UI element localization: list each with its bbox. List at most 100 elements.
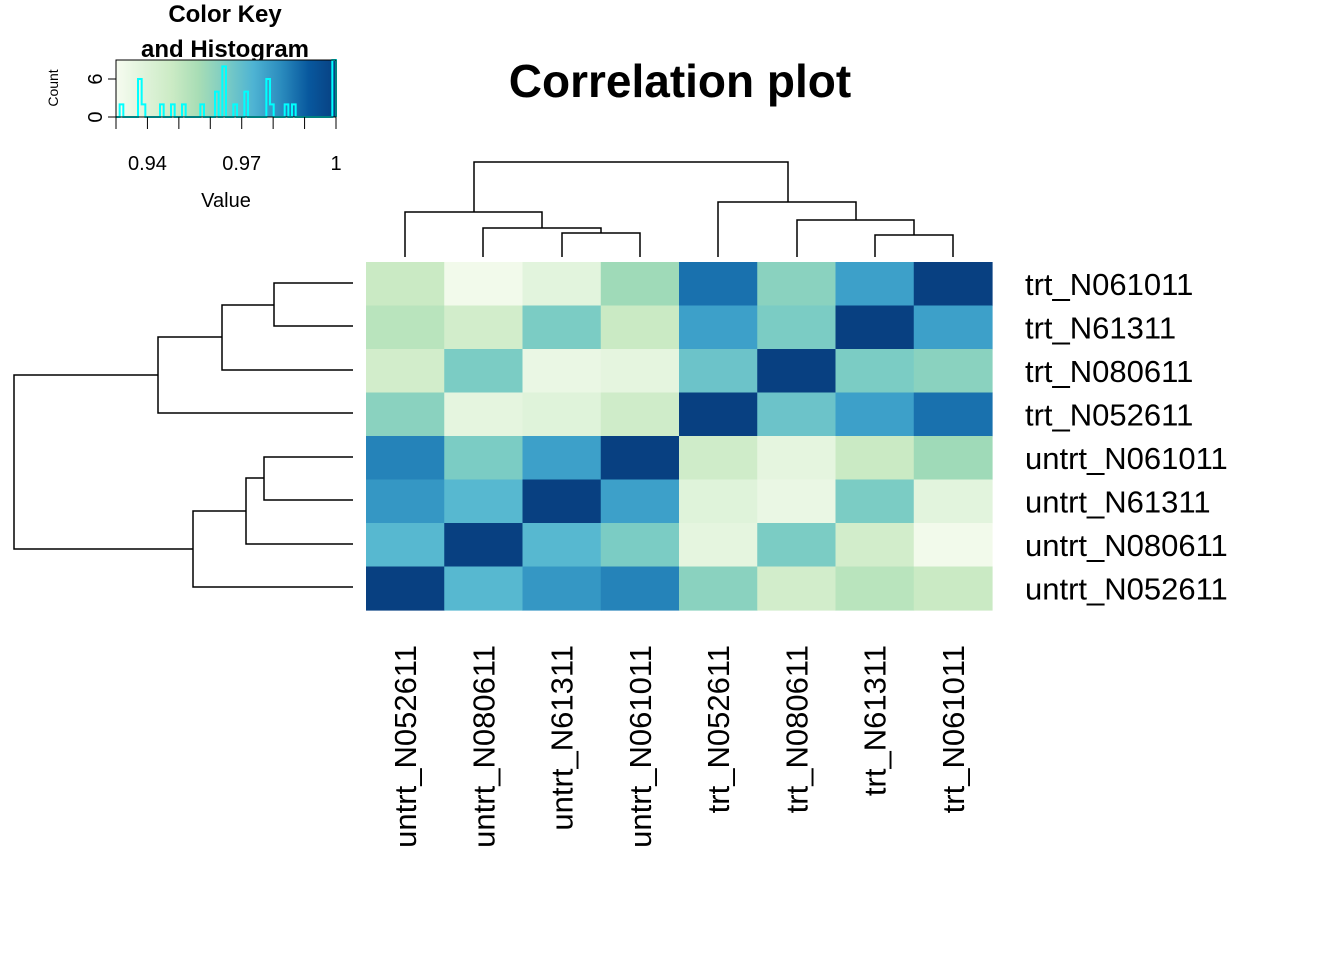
heatmap-cell — [835, 566, 915, 611]
heatmap-cell — [522, 262, 602, 307]
heatmap-cell — [757, 436, 837, 481]
row-label: trt_N052611 — [1025, 397, 1193, 432]
key-y-tick-label: 0 — [85, 111, 107, 122]
row-label: untrt_N080611 — [1025, 528, 1228, 563]
heatmap-cell — [679, 392, 758, 437]
column-label: untrt_N052611 — [388, 645, 423, 848]
heatmap-cell — [444, 566, 524, 611]
key-title-line1: Color Key — [168, 1, 282, 28]
heatmap-cell — [913, 305, 993, 350]
key-y-tick-label: 6 — [85, 73, 107, 84]
heatmap-cell — [757, 262, 837, 307]
key-x-tick-label: 1 — [330, 153, 341, 175]
column-label: trt_N61311 — [858, 645, 893, 796]
row-label: untrt_N61311 — [1025, 484, 1211, 519]
row-dendrogram — [13, 282, 353, 588]
heatmap-cell — [757, 349, 837, 394]
row-label: trt_N080611 — [1025, 354, 1193, 389]
key-xlabel: Value — [201, 190, 251, 212]
heatmap-cell — [835, 436, 915, 481]
heatmap-cell — [600, 436, 680, 481]
key-x-ticks: 0.94 0.97 1 — [115, 117, 342, 175]
heatmap-cell — [835, 262, 915, 307]
row-label: trt_N61311 — [1025, 310, 1176, 345]
heatmap-cell — [444, 262, 524, 307]
heatmap-cell — [913, 262, 993, 307]
column-label: untrt_N061011 — [623, 645, 658, 848]
heatmap-cell — [913, 392, 993, 437]
heatmap-cell — [366, 305, 445, 350]
column-labels: untrt_N052611 untrt_N080611 untrt_N61311 un… — [388, 645, 971, 848]
row-labels: trt_N061011 trt_N61311 trt_N080611 trt_N052… — [1025, 267, 1228, 607]
column-label: untrt_N61311 — [545, 645, 580, 831]
heatmap-cell — [835, 305, 915, 350]
heatmap-cell — [600, 566, 680, 611]
heatmap-cell — [757, 392, 837, 437]
heatmap-cell — [913, 523, 993, 568]
heatmap-cell — [600, 392, 680, 437]
heatmap-cell — [679, 262, 758, 307]
heatmap-cell — [522, 479, 602, 524]
heatmap-cell — [444, 349, 524, 394]
heatmap-cell — [679, 436, 758, 481]
heatmap-cell — [444, 523, 524, 568]
column-label: trt_N080611 — [779, 645, 814, 813]
heatmap-cell — [366, 479, 445, 524]
heatmap-cell — [522, 436, 602, 481]
heatmap-cell — [444, 479, 524, 524]
key-x-tick-label: 0.94 — [128, 153, 167, 175]
heatmap-cell — [679, 349, 758, 394]
key-x-tick-label: 0.97 — [222, 153, 261, 175]
heatmap-cell — [366, 349, 445, 394]
column-dendrogram — [404, 161, 954, 257]
heatmap-cell — [757, 479, 837, 524]
heatmap-cell — [757, 305, 837, 350]
heatmap-cell — [600, 305, 680, 350]
heatmap-cell — [522, 523, 602, 568]
heatmap-cell — [600, 262, 680, 307]
key-ylabel: Count — [45, 69, 61, 106]
column-label: trt_N052611 — [701, 645, 736, 813]
heatmap-cell — [366, 262, 445, 307]
heatmap-cell — [522, 305, 602, 350]
heatmap-cell — [366, 523, 445, 568]
heatmap-cell — [444, 305, 524, 350]
heatmap-cell — [600, 523, 680, 568]
heatmap-cell — [757, 566, 837, 611]
heatmap-cell — [913, 566, 993, 611]
heatmap-cell — [600, 479, 680, 524]
heatmap-cells — [366, 262, 993, 611]
column-label: untrt_N080611 — [466, 645, 501, 848]
heatmap-cell — [835, 349, 915, 394]
heatmap-cell — [679, 523, 758, 568]
column-label: trt_N061011 — [936, 645, 971, 813]
heatmap-cell — [444, 436, 524, 481]
heatmap-cell — [835, 523, 915, 568]
heatmap-cell — [913, 436, 993, 481]
heatmap-cell — [522, 566, 602, 611]
heatmap-cell — [366, 436, 445, 481]
row-label: untrt_N061011 — [1025, 441, 1228, 476]
heatmap-cell — [679, 305, 758, 350]
chart-title: Correlation plot — [509, 55, 851, 107]
color-key: Color Key and Histogram 0.94 0.97 1 06 Val… — [45, 1, 342, 212]
heatmap-cell — [679, 479, 758, 524]
heatmap-cell — [600, 349, 680, 394]
heatmap-cell — [757, 523, 837, 568]
heatmap-cell — [835, 479, 915, 524]
heatmap-cell — [366, 392, 445, 437]
key-y-ticks: 06 — [85, 66, 117, 123]
heatmap-cell — [679, 566, 758, 611]
heatmap-cell — [366, 566, 445, 611]
key-title-line2: and Histogram — [141, 36, 309, 63]
heatmap-cell — [835, 392, 915, 437]
heatmap-cell — [444, 392, 524, 437]
heatmap-cell — [913, 479, 993, 524]
heatmap-cell — [522, 349, 602, 394]
heatmap-cell — [522, 392, 602, 437]
row-label: trt_N061011 — [1025, 267, 1193, 302]
row-label: untrt_N052611 — [1025, 571, 1228, 606]
heatmap-cell — [913, 349, 993, 394]
